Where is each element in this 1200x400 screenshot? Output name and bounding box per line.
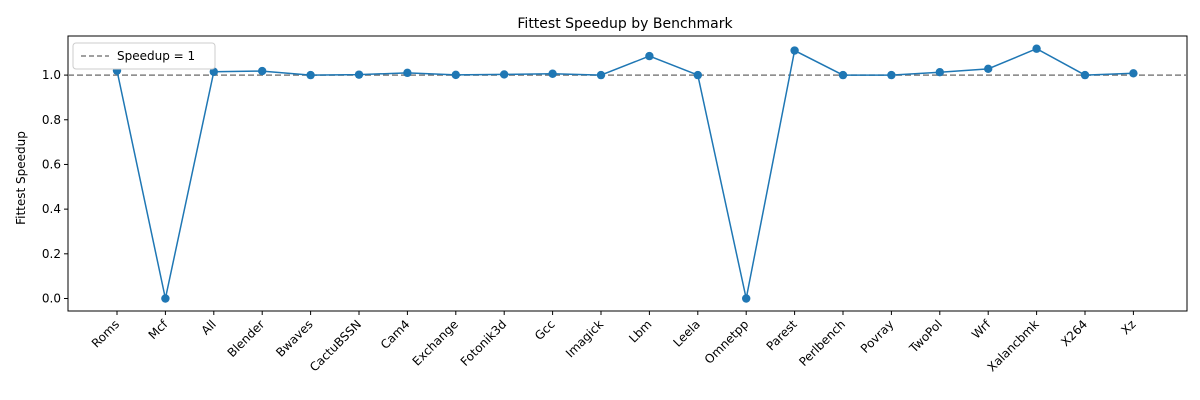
y-tick-label: 0.0 (42, 291, 61, 305)
data-point (887, 70, 896, 80)
data-point (645, 51, 654, 61)
y-tick-label: 0.6 (42, 157, 61, 171)
x-tick-label: Parest (764, 317, 800, 353)
y-tick-label: 1.0 (42, 68, 61, 82)
x-tick-label: Cam4 (378, 317, 413, 352)
x-tick-label: Fotonik3d (458, 317, 510, 369)
legend: Speedup = 1 (72, 42, 216, 70)
x-tick-label: Lbm (626, 317, 654, 345)
data-point (161, 294, 170, 303)
x-tick-label: All (198, 317, 218, 337)
data-point (838, 70, 848, 80)
x-tick-label: Xz (1118, 317, 1138, 337)
x-tick-label: Xalancbmk (985, 317, 1042, 374)
data-point (596, 70, 606, 80)
x-tick-label: Perlbench (796, 317, 848, 369)
x-tick-label: Exchange (410, 317, 461, 368)
x-tick-label: Gcc (532, 317, 558, 343)
data-point (354, 70, 364, 79)
data-point (306, 70, 315, 80)
data-point (451, 70, 460, 80)
data-point (790, 46, 799, 55)
y-axis-title: Fittest Speedup (14, 131, 28, 225)
plot-area: 0.0 0.2 0.4 0.6 0.8 1.0 Roms Mcf All Blender Bwave… (42, 35, 1188, 374)
axes-frame (67, 35, 1188, 312)
data-point (1080, 70, 1090, 80)
x-tick-label: Wrf (969, 317, 994, 342)
data-point (548, 69, 557, 78)
x-tick-label: Roms (89, 317, 122, 350)
data-point (742, 294, 751, 303)
y-tick-label: 0.8 (42, 113, 61, 127)
x-tick-label: Bwaves (273, 317, 316, 360)
data-point (258, 66, 267, 76)
y-tick-label: 0.2 (42, 247, 61, 261)
y-tick-label: 0.4 (42, 202, 61, 216)
chart-title: Fittest Speedup by Benchmark (517, 16, 733, 32)
x-tick-label: Leela (670, 317, 702, 349)
data-point (1129, 69, 1138, 78)
series-line (116, 47, 1134, 299)
x-tick-label: CactuBSSN (307, 317, 364, 374)
x-tick-label: Blender (225, 317, 268, 360)
legend-label: Speedup = 1 (117, 49, 195, 63)
data-point (693, 70, 702, 80)
x-tick-label: Mcf (146, 317, 171, 342)
data-point (403, 68, 412, 78)
data-point (984, 64, 993, 74)
x-tick-label: Omnetpp (702, 317, 752, 367)
data-point (1032, 44, 1041, 53)
x-tick-label: Imagick (563, 317, 606, 360)
data-point (500, 70, 509, 79)
data-point (209, 67, 218, 76)
data-point (935, 67, 944, 77)
legend-box (72, 42, 216, 70)
x-tick-label: TwoPol (906, 317, 945, 356)
x-tick-label: X264 (1058, 317, 1090, 349)
x-tick-label: Povray (858, 317, 897, 356)
